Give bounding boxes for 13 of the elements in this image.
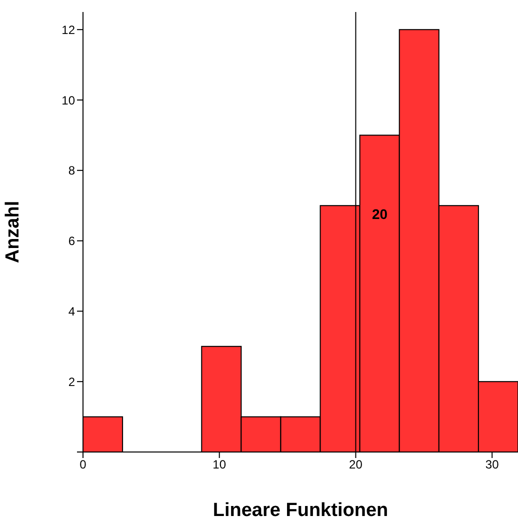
- ref-line-label: 20: [372, 206, 388, 222]
- y-tick-label: 4: [68, 304, 76, 318]
- y-tick-label: 6: [68, 234, 76, 248]
- x-tick-label: 20: [349, 458, 363, 472]
- x-tick-label: 0: [80, 458, 87, 472]
- x-axis-title: Lineare Funktionen: [212, 500, 388, 518]
- x-tick-label: 30: [485, 458, 500, 472]
- y-tick-label: 2: [68, 374, 76, 389]
- y-axis-title: Anzahl: [2, 200, 24, 264]
- y-tick-label: 12: [62, 22, 76, 37]
- x-tick-label: 10: [212, 458, 226, 472]
- y-tick-label: 10: [62, 93, 76, 108]
- y-tick-label: 8: [68, 164, 76, 178]
